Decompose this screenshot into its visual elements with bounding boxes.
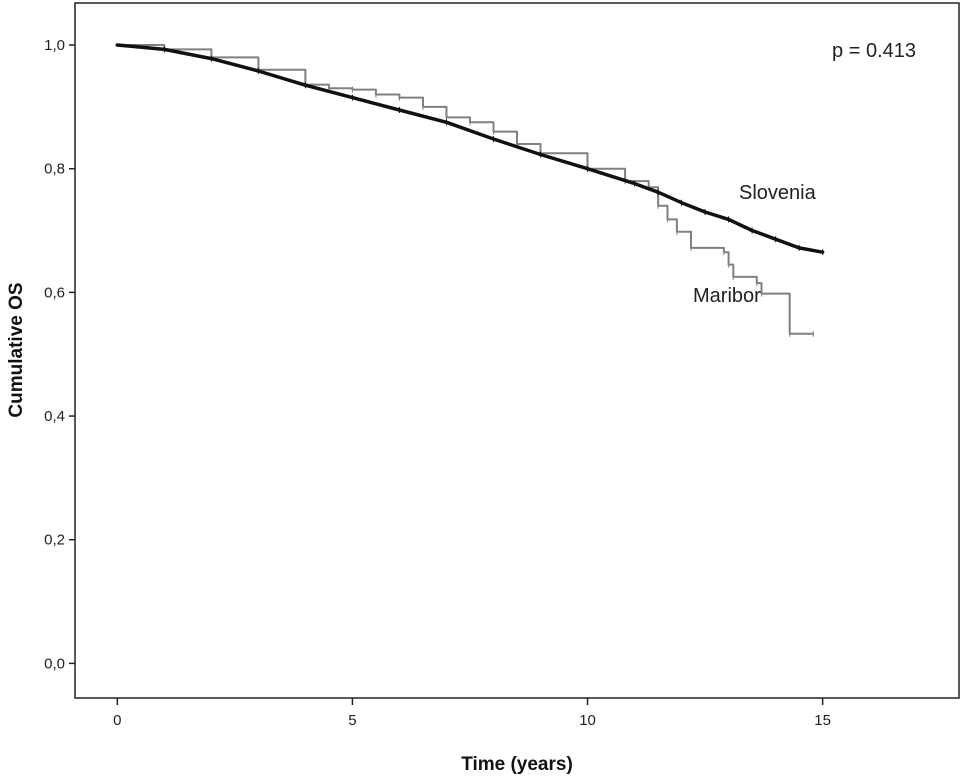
- y-tick-label: 0,0: [44, 655, 65, 672]
- y-tick-label: 0,6: [44, 284, 65, 301]
- p-value-annotation: p = 0.413: [832, 40, 916, 62]
- series-line-slovenia: [115, 43, 825, 254]
- x-tick-label: 0: [113, 712, 121, 729]
- y-tick-label: 1,0: [44, 37, 65, 54]
- x-tick-label: 10: [579, 712, 596, 729]
- y-axis-title: Cumulative OS: [6, 282, 27, 417]
- series-label-slovenia: Slovenia: [739, 182, 817, 204]
- x-tick-label: 5: [348, 712, 356, 729]
- plot-frame: [74, 2, 960, 699]
- y-tick-label: 0,8: [44, 161, 65, 178]
- x-tick-label: 15: [814, 712, 831, 729]
- y-tick-label: 0,2: [44, 532, 65, 549]
- series-label-maribor: Maribor: [693, 285, 761, 307]
- series-layer: [115, 43, 825, 337]
- x-axis: 0 5 10 15: [113, 698, 831, 729]
- y-axis: 0,0 0,2 0,4 0,6 0,8 1,0: [44, 37, 75, 672]
- y-tick-label: 0,4: [44, 408, 65, 425]
- x-axis-title: Time (years): [461, 754, 573, 775]
